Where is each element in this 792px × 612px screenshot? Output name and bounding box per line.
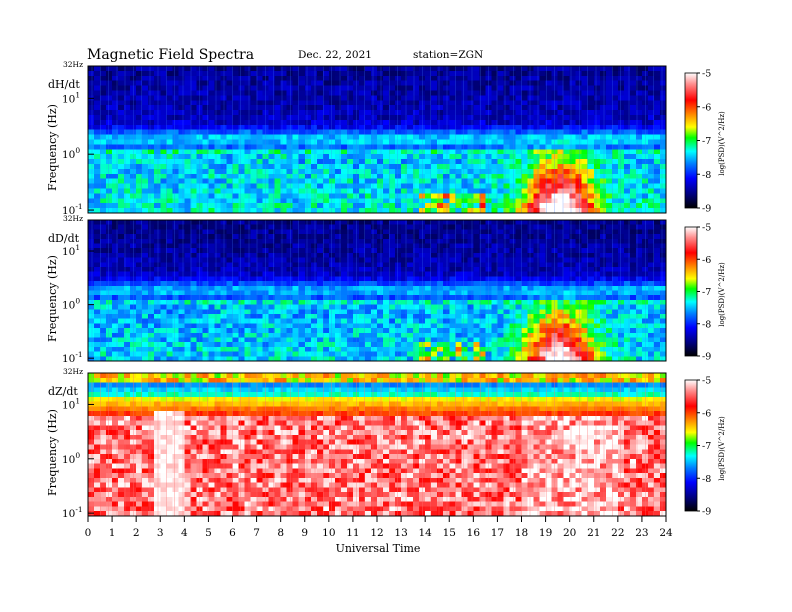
top-frequency-label: 32Hz: [63, 367, 83, 376]
y-axis-label: Frequency (Hz): [46, 409, 59, 496]
colorbar-tick-label: -6: [702, 255, 711, 266]
colorbar-tick-label: -5: [702, 223, 711, 234]
x-tick-label: 4: [181, 527, 188, 539]
colorbar-tick-label: -6: [702, 408, 711, 419]
panel-2: dD/dt 32Hz Frequency (Hz)101 100 10-1 -5 -6 -7 -…: [46, 214, 726, 365]
top-frequency-label: 32Hz: [63, 214, 83, 223]
colorbar-tick-label: -6: [702, 102, 711, 113]
x-tick-label: 10: [322, 527, 335, 539]
colorbar-tick-label: -7: [702, 136, 711, 147]
x-axis-ticks: 0 1 2 3 4 5 6 7 8 9 10 11 12 13 14 15 16 17 18 19 20 21 22 23 24: [85, 516, 673, 539]
y-tick-label: 101: [62, 243, 80, 258]
x-tick-label: 3: [157, 527, 164, 539]
y-tick-label: 10-1: [62, 505, 83, 520]
colorbar-tick-label: -8: [702, 474, 711, 485]
colorbar-tick-label: -8: [702, 170, 711, 181]
y-tick-label: 101: [62, 396, 80, 411]
spectrogram-image: [88, 220, 667, 362]
panel-frame: [87, 219, 667, 362]
x-tick-label: 16: [467, 527, 481, 539]
colorbar-tick-label: -5: [702, 69, 711, 80]
y-axis-label: Frequency (Hz): [46, 104, 59, 191]
y-tick-label: 101: [62, 90, 80, 105]
colorbar-label: log(PSD)(V^2/Hz): [718, 416, 726, 481]
spectrogram-image: [88, 373, 667, 517]
x-tick-label: 12: [370, 527, 383, 539]
x-tick-label: 21: [587, 527, 600, 539]
x-tick-label: 9: [301, 527, 308, 539]
colorbar: [684, 226, 698, 357]
x-tick-label: 23: [635, 527, 648, 539]
panel-label: dD/dt: [48, 232, 80, 245]
chart-station: station=ZGN: [413, 49, 483, 61]
chart-title: Magnetic Field Spectra: [87, 47, 254, 63]
x-tick-label: 5: [205, 527, 212, 539]
colorbar-tick-label: -7: [702, 287, 711, 298]
colorbar-tick-label: -7: [702, 441, 711, 452]
x-tick-label: 6: [229, 527, 236, 539]
x-tick-label: 18: [515, 527, 528, 539]
x-tick-label: 0: [85, 527, 92, 539]
colorbar-tick-label: -9: [702, 352, 711, 363]
colorbar-tick-label: -9: [702, 204, 711, 215]
y-axis-label: Frequency (Hz): [46, 255, 59, 342]
x-axis-label: Universal Time: [336, 542, 421, 555]
x-tick-label: 14: [418, 527, 432, 539]
colorbar-tick-label: -9: [702, 507, 711, 518]
chart-date: Dec. 22, 2021: [298, 49, 372, 61]
top-frequency-label: 32Hz: [63, 60, 83, 69]
y-tick-label: 10-1: [62, 202, 83, 217]
x-tick-label: 19: [539, 527, 552, 539]
y-tick-label: 100: [62, 451, 80, 466]
y-tick-label: 10-1: [62, 350, 83, 365]
colorbar-label: log(PSD)(V^2/Hz): [718, 262, 726, 327]
x-tick-label: 22: [611, 527, 624, 539]
x-tick-label: 13: [394, 527, 407, 539]
panel-label: dZ/dt: [48, 385, 78, 398]
panel-3: dZ/dt 32Hz Frequency (Hz)101 100 10-1 -5 -6 -7 -…: [46, 367, 726, 520]
colorbar: [684, 72, 698, 209]
x-tick-label: 2: [133, 527, 140, 539]
panel-frame: [87, 65, 667, 214]
x-tick-label: 7: [253, 527, 260, 539]
colorbar-label: log(PSD)(V^2/Hz): [718, 111, 726, 176]
x-tick-label: 11: [346, 527, 359, 539]
panel-1: dH/dt 32Hz Frequency (Hz)101 100 10-1 -5 -6 -7 -…: [46, 60, 726, 217]
x-tick-label: 20: [563, 527, 576, 539]
colorbar-tick-label: -5: [702, 376, 711, 387]
x-tick-label: 24: [659, 527, 673, 539]
colorbar-tick-label: -8: [702, 319, 711, 330]
x-tick-label: 1: [109, 527, 116, 539]
colorbar: [684, 379, 698, 512]
spectrogram-image: [88, 66, 667, 214]
panel-label: dH/dt: [48, 78, 80, 91]
y-tick-label: 100: [62, 146, 80, 161]
y-tick-label: 100: [62, 297, 80, 312]
x-tick-label: 8: [277, 527, 284, 539]
x-tick-label: 15: [443, 527, 456, 539]
x-tick-label: 17: [491, 527, 504, 539]
